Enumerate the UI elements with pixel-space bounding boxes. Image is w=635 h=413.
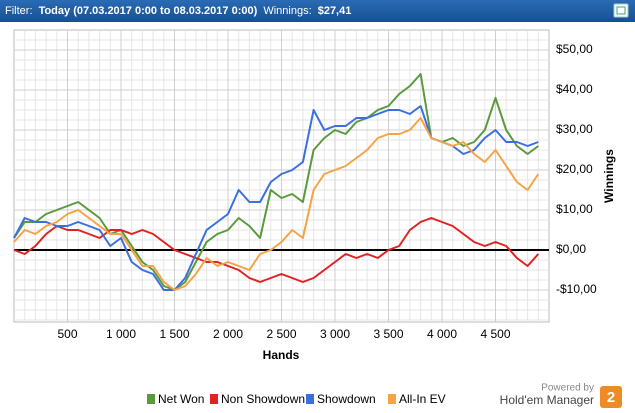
plot — [13, 73, 540, 291]
x-tick-label: 500 — [57, 327, 77, 341]
y-tick-label: $0,00 — [556, 242, 586, 256]
legend-label: Showdown — [317, 392, 376, 406]
legend-label: All-In EV — [399, 392, 446, 406]
x-tick-label: 4 000 — [427, 327, 457, 341]
y-tick-label: $30,00 — [556, 122, 593, 136]
x-tick-label: 3 000 — [320, 327, 350, 341]
powered-by: Powered by — [541, 383, 594, 394]
y-tick-label: $20,00 — [556, 162, 593, 176]
header-text: Filter: Today (07.03.2017 0:00 to 08.03.… — [5, 5, 351, 17]
y-tick-label: $40,00 — [556, 82, 593, 96]
y-tick-label: -$10,00 — [556, 282, 597, 296]
export-icon[interactable] — [613, 3, 629, 18]
product-name: Hold'em Manager — [500, 393, 594, 407]
x-tick-label: 1 000 — [106, 327, 136, 341]
legend-label: Net Won — [158, 392, 204, 406]
winnings-label: Winnings: — [263, 5, 311, 17]
filter-label: Filter: — [5, 5, 33, 17]
grid: 500 1 000 1 500 2 000 2 500 3 000 3 500 4 000 4 … — [13, 29, 597, 341]
logo — [600, 386, 622, 408]
winnings-value: $27,41 — [318, 5, 352, 17]
series-line — [13, 73, 539, 291]
legend-swatch — [210, 394, 218, 404]
y-tick-label: $10,00 — [556, 202, 593, 216]
x-tick-label: 4 500 — [480, 327, 510, 341]
series-line — [13, 117, 540, 291]
y-tick-label: $50,00 — [556, 42, 593, 56]
legend-swatch — [306, 394, 314, 404]
legend-label: Non Showdown — [221, 392, 305, 406]
legend: Net Won Non Showdown Showdown All-In EV — [147, 392, 446, 406]
legend-swatch — [147, 394, 155, 404]
series-line — [13, 217, 540, 283]
x-tick-label: 2 000 — [213, 327, 243, 341]
header-bar — [0, 0, 635, 22]
filter-value: Today (07.03.2017 0:00 to 08.03.2017 0:0… — [39, 5, 258, 17]
export-icon-inner — [616, 6, 626, 15]
x-axis-label: Hands — [263, 348, 300, 362]
legend-swatch — [388, 394, 396, 404]
x-tick-label: 1 500 — [159, 327, 189, 341]
y-axis-label: Winnings — [602, 149, 616, 203]
x-tick-label: 2 500 — [266, 327, 296, 341]
logo-text: 2 — [607, 389, 615, 406]
x-tick-label: 3 500 — [373, 327, 403, 341]
